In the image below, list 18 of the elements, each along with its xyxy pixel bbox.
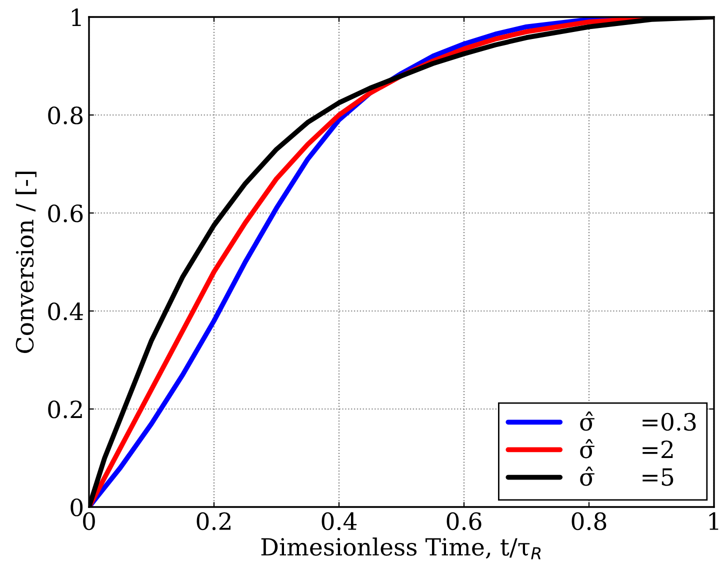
y-tick-label: 0.6 [48,204,83,222]
x-tick-label: 1 [709,512,718,530]
x-tick-label: 0.8 [572,512,606,530]
line-series [89,17,714,507]
x-axis-title: Dimesionless Time, t/τ$_{R}$ [261,537,541,560]
x-tick-label: 0.2 [196,512,230,530]
legend-label: σ̂ =0.3 [580,412,696,431]
legend-label: σ̂ =5 [580,466,674,486]
legend-label: σ̂ =2 [580,439,673,458]
y-tick-label: 0.2 [48,400,82,418]
y-tick-label: 0 [70,498,83,516]
x-tick-label: 0 [83,512,95,530]
x-tick-label: 0.6 [446,512,482,530]
y-tick-label: 1 [72,8,81,26]
y-tick-label: 0.4 [48,302,83,320]
y-axis-title: Conversion / [-] [15,172,36,353]
y-tick-label: 0.8 [48,106,83,124]
x-tick-label: 0.4 [322,512,357,530]
